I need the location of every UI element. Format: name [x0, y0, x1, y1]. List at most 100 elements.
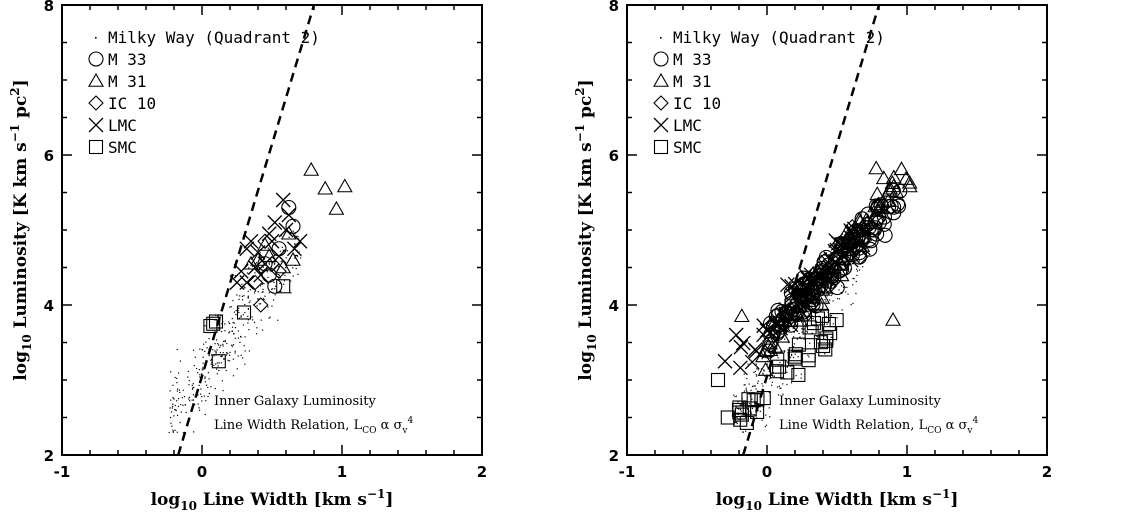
milky-way-point [217, 343, 219, 345]
milky-way-point [792, 327, 794, 329]
point-ic-10 [835, 255, 852, 272]
milky-way-point [172, 431, 174, 433]
milky-way-point [852, 277, 854, 280]
point-m-31 [901, 178, 918, 193]
milky-way-point [172, 384, 174, 386]
milky-way-point [768, 391, 770, 393]
milky-way-point [187, 370, 190, 373]
milky-way-point [170, 411, 173, 413]
milky-way-point [171, 407, 173, 409]
milky-way-point [826, 323, 828, 325]
milky-way-point [267, 306, 269, 308]
point-smc [770, 352, 785, 367]
milky-way-point [797, 356, 799, 358]
legend-entry: M 33 [673, 50, 712, 69]
point-lmc [278, 222, 294, 238]
milky-way-point [170, 422, 172, 424]
milky-way-point [199, 376, 201, 378]
milky-way-point [264, 295, 266, 297]
milky-way-point [268, 262, 270, 264]
point-smc [769, 364, 784, 379]
milky-way-point [240, 315, 242, 317]
point-lmc [267, 215, 283, 230]
milky-way-point [272, 288, 274, 290]
series-smc [710, 308, 844, 430]
milky-way-point [284, 274, 286, 277]
legend-entry: IC 10 [108, 94, 156, 113]
point-m-31 [261, 248, 278, 263]
point-lmc [744, 354, 760, 370]
milky-way-point [234, 352, 236, 354]
legend-marker [653, 95, 669, 111]
point-smc [818, 342, 833, 357]
milky-way-point [229, 331, 231, 333]
milky-way-point [824, 298, 826, 301]
legend-marker [88, 51, 104, 67]
milky-way-point [248, 329, 250, 331]
point-smc [208, 314, 224, 329]
milky-way-point [257, 291, 259, 293]
point-lmc [793, 296, 808, 312]
milky-way-point [215, 368, 218, 370]
milky-way-point [234, 350, 236, 352]
milky-way-point [179, 391, 181, 393]
milky-way-point [231, 344, 233, 346]
milky-way-point [244, 287, 246, 289]
milky-way-point [779, 361, 781, 364]
y-tick-label: 2 [44, 447, 54, 465]
milky-way-point [210, 358, 213, 360]
milky-way-point [266, 282, 268, 284]
milky-way-point [853, 259, 855, 261]
milky-way-point [757, 382, 759, 384]
fit-line [742, 5, 881, 455]
milky-way-point [838, 298, 841, 300]
milky-way-point [755, 388, 757, 390]
milky-way-point [268, 317, 270, 319]
milky-way-point [238, 311, 240, 314]
point-lmc [818, 266, 834, 282]
milky-way-point [791, 305, 793, 308]
point-lmc [780, 277, 795, 293]
legend-entry: M 31 [108, 72, 147, 91]
milky-way-point [794, 353, 796, 355]
legend-marker [653, 51, 669, 67]
legend-entry: SMC [673, 138, 702, 157]
milky-way-point [273, 263, 276, 265]
annotation: Inner Galaxy Luminosity Line Width Relati… [214, 394, 413, 436]
milky-way-point [280, 290, 282, 293]
milky-way-point [793, 343, 796, 345]
milky-way-point [253, 321, 256, 323]
point-m-33 [886, 205, 902, 221]
milky-way-point [173, 398, 175, 400]
milky-way-point [208, 337, 210, 340]
point-m-31 [275, 259, 292, 274]
point-ic-10 [788, 306, 805, 323]
point-lmc [271, 248, 287, 264]
series-smc [203, 279, 291, 369]
milky-way-point [294, 233, 296, 235]
point-smc [791, 367, 806, 383]
milky-way-point [764, 341, 767, 343]
milky-way-point [771, 381, 773, 383]
legend: Milky Way (Quadrant 2) M 33 M 31 IC 10 LMC SM… [653, 28, 885, 157]
milky-way-point [193, 431, 195, 433]
milky-way-point [751, 385, 754, 387]
milky-way-point [254, 290, 256, 292]
milky-way-point [780, 387, 782, 389]
milky-way-point [232, 300, 234, 302]
axis-ticks [626, 4, 1048, 456]
point-lmc [261, 226, 277, 242]
point-lmc [846, 221, 862, 237]
milky-way-points [168, 230, 302, 434]
milky-way-point [216, 373, 218, 375]
point-smc [739, 415, 754, 430]
milky-way-point [192, 394, 195, 396]
milky-way-point [188, 384, 190, 386]
milky-way-point [232, 344, 235, 346]
milky-way-point [833, 285, 835, 288]
series-lmc [229, 192, 308, 290]
point-ic-10 [271, 263, 287, 280]
point-m-31 [303, 161, 320, 176]
milky-way-point [807, 304, 809, 306]
milky-way-point [800, 373, 802, 375]
